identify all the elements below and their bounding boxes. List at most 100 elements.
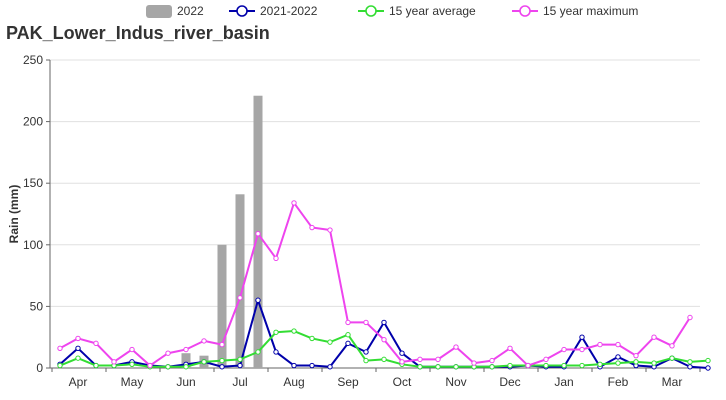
point-2021-2022: [615, 354, 621, 360]
point-2021-2022: [381, 319, 387, 326]
y-tick-label: 200: [23, 115, 43, 129]
point-2021-2022: [219, 364, 225, 370]
point-15-year-average: [345, 332, 351, 338]
point-15-year-average: [237, 356, 243, 363]
line-series: [57, 200, 711, 371]
x-tick-label: Jun: [176, 375, 195, 389]
point-15-year-average: [543, 362, 549, 369]
point-15-year-maximum: [345, 319, 351, 326]
x-tick-label: Dec: [499, 375, 520, 389]
point-15-year-average: [705, 357, 711, 364]
point-15-year-average: [633, 359, 639, 365]
grid-lines: [50, 59, 700, 307]
point-15-year-maximum: [309, 224, 315, 231]
y-tick-label: 50: [30, 299, 44, 313]
point-15-year-average: [201, 359, 207, 365]
point-15-year-maximum: [507, 345, 513, 351]
legend[interactable]: 2022 2021-2022 15 year average 15 year maxi…: [146, 4, 638, 18]
point-15-year-maximum: [57, 345, 63, 351]
point-15-year-average: [93, 362, 99, 369]
point-2021-2022: [255, 297, 261, 303]
line-15-year-maximum: [59, 201, 691, 367]
point-15-year-maximum: [129, 346, 135, 353]
point-15-year-maximum: [291, 200, 297, 206]
point-15-year-maximum: [255, 231, 261, 237]
point-15-year-maximum: [687, 314, 693, 321]
point-15-year-maximum: [633, 352, 639, 359]
x-tick-label: Jul: [232, 375, 247, 389]
point-15-year-average: [327, 339, 333, 345]
point-15-year-average: [291, 328, 297, 334]
x-tick-label: May: [121, 375, 144, 389]
point-2021-2022: [327, 364, 333, 370]
point-15-year-maximum: [543, 356, 549, 363]
point-2021-2022: [291, 362, 297, 369]
point-15-year-average: [165, 364, 171, 370]
x-tick-label: Sep: [337, 375, 359, 389]
point-2021-2022: [309, 362, 315, 369]
y-tick-label: 150: [23, 176, 43, 190]
point-15-year-average: [183, 364, 189, 370]
y-axis-label: Rain (mm): [7, 185, 21, 244]
x-tick-label: Feb: [608, 375, 629, 389]
point-15-year-average: [453, 364, 459, 370]
legend-label: 2021-2022: [260, 4, 318, 18]
point-2021-2022: [273, 349, 279, 355]
point-2021-2022: [237, 362, 243, 369]
y-tick-label: 250: [23, 53, 43, 67]
point-15-year-maximum: [147, 362, 153, 369]
point-2021-2022: [363, 349, 369, 355]
point-15-year-average: [75, 355, 81, 361]
point-15-year-average: [309, 335, 315, 342]
point-15-year-average: [507, 362, 513, 369]
point-15-year-maximum: [525, 362, 531, 369]
point-2021-2022: [75, 345, 81, 351]
point-15-year-average: [273, 329, 279, 335]
point-15-year-average: [687, 359, 693, 365]
point-15-year-maximum: [453, 344, 459, 350]
point-15-year-average: [615, 360, 621, 366]
legend-label: 15 year maximum: [543, 4, 638, 18]
x-tick-label: Apr: [69, 375, 88, 389]
y-tick-label: 0: [36, 361, 43, 375]
point-2021-2022: [399, 350, 405, 356]
legend-swatch: [146, 5, 172, 18]
point-15-year-maximum: [417, 356, 423, 363]
legend-label: 2022: [177, 4, 204, 18]
point-15-year-maximum: [273, 255, 279, 262]
point-15-year-maximum: [669, 343, 675, 349]
point-15-year-maximum: [327, 227, 333, 233]
legend-item-15-year-average[interactable]: 15 year average: [358, 4, 476, 18]
point-15-year-average: [219, 357, 225, 364]
point-15-year-average: [651, 360, 657, 366]
point-15-year-average: [417, 364, 423, 370]
legend-item-15-year-maximum[interactable]: 15 year maximum: [512, 4, 638, 18]
point-2021-2022: [579, 334, 585, 340]
axes: 0 50 100 150 200 250 Apr May Jun Jul Aug Sep Oct Nov D…: [23, 53, 701, 389]
bar-2022: [181, 353, 191, 368]
legend-item-2022[interactable]: 2022: [146, 4, 204, 18]
point-2021-2022: [705, 365, 711, 371]
point-15-year-average: [255, 349, 261, 355]
x-tick-label: Mar: [662, 375, 683, 389]
point-15-year-maximum: [219, 341, 225, 348]
point-15-year-maximum: [489, 357, 495, 364]
point-15-year-maximum: [111, 359, 117, 365]
point-15-year-average: [381, 356, 387, 363]
point-15-year-maximum: [597, 341, 603, 348]
point-2021-2022: [345, 340, 351, 347]
point-15-year-average: [561, 362, 567, 369]
point-15-year-maximum: [471, 360, 477, 366]
point-15-year-average: [435, 364, 441, 370]
y-tick-label: 100: [23, 238, 43, 252]
legend-item-2021-2022[interactable]: 2021-2022: [229, 4, 318, 18]
point-15-year-maximum: [165, 350, 171, 356]
x-tick-label: Oct: [393, 375, 412, 389]
point-15-year-maximum: [435, 356, 441, 363]
x-tick-label: Jan: [554, 375, 573, 389]
point-15-year-average: [579, 362, 585, 369]
point-15-year-maximum: [75, 335, 81, 342]
point-15-year-average: [129, 361, 135, 368]
point-15-year-maximum: [237, 295, 243, 301]
